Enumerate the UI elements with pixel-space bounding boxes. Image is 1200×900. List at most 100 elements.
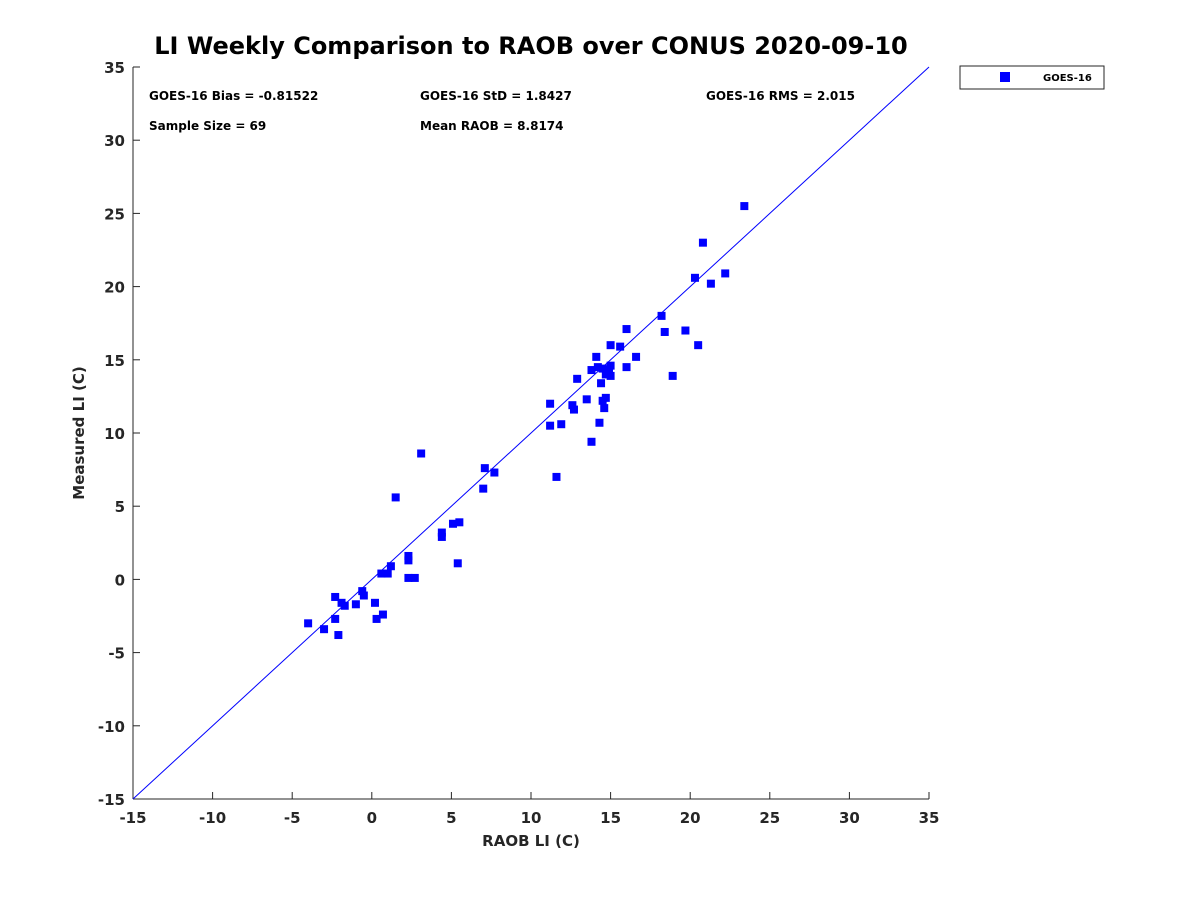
data-point bbox=[358, 587, 367, 596]
data-point bbox=[331, 614, 340, 623]
data-point bbox=[378, 610, 387, 619]
y-tick-label: 5 bbox=[115, 498, 125, 516]
x-tick-label: 15 bbox=[600, 809, 621, 827]
data-point bbox=[370, 598, 379, 607]
data-point bbox=[404, 551, 413, 560]
data-point bbox=[606, 361, 615, 370]
data-point bbox=[557, 420, 566, 429]
data-point bbox=[595, 418, 604, 427]
data-point bbox=[616, 342, 625, 351]
data-point bbox=[721, 269, 730, 278]
x-tick-label: 25 bbox=[759, 809, 780, 827]
data-point bbox=[568, 401, 577, 410]
data-point bbox=[453, 559, 462, 568]
x-tick-label: -10 bbox=[199, 809, 226, 827]
data-point bbox=[698, 238, 707, 247]
x-tick-label: 30 bbox=[839, 809, 860, 827]
data-point bbox=[304, 619, 313, 628]
x-tick-label: 5 bbox=[446, 809, 456, 827]
chart-title: LI Weekly Comparison to RAOB over CONUS … bbox=[154, 32, 907, 60]
stat-std: GOES-16 StD = 1.8427 bbox=[420, 89, 572, 103]
data-point bbox=[668, 371, 677, 380]
data-point bbox=[601, 393, 610, 402]
data-point bbox=[622, 363, 631, 372]
y-tick-label: 0 bbox=[115, 571, 125, 589]
data-point bbox=[391, 493, 400, 502]
y-tick-label: 35 bbox=[104, 59, 125, 77]
data-point bbox=[622, 325, 631, 334]
data-point bbox=[706, 279, 715, 288]
stat-rms: GOES-16 RMS = 2.015 bbox=[706, 89, 855, 103]
x-ticks: -15 -10 -5 0 5 10 15 20 25 30 35 bbox=[119, 792, 939, 827]
data-point bbox=[490, 468, 499, 477]
x-tick-label: -5 bbox=[284, 809, 301, 827]
data-point bbox=[552, 472, 561, 481]
data-point bbox=[600, 404, 609, 413]
y-tick-label: 25 bbox=[104, 205, 125, 223]
y-tick-label: 15 bbox=[104, 352, 125, 370]
data-point bbox=[606, 341, 615, 350]
data-point bbox=[569, 405, 578, 414]
reference-line-group bbox=[132, 66, 930, 800]
y-tick-label: 30 bbox=[104, 132, 125, 150]
data-point bbox=[690, 273, 699, 282]
stat-bias: GOES-16 Bias = -0.81522 bbox=[149, 89, 318, 103]
legend-label: GOES-16 bbox=[1043, 73, 1092, 84]
data-point bbox=[437, 532, 446, 541]
one-to-one-line bbox=[132, 66, 930, 800]
data-point bbox=[660, 327, 669, 336]
x-tick-label: 0 bbox=[367, 809, 377, 827]
data-point bbox=[479, 484, 488, 493]
x-tick-label: 10 bbox=[521, 809, 542, 827]
data-point bbox=[372, 614, 381, 623]
data-point bbox=[740, 202, 749, 211]
data-point bbox=[404, 556, 413, 565]
data-point bbox=[383, 569, 392, 578]
data-point bbox=[410, 573, 419, 582]
data-point bbox=[592, 352, 601, 361]
data-point bbox=[605, 366, 614, 375]
data-point bbox=[455, 518, 464, 527]
y-tick-label: -5 bbox=[108, 645, 125, 663]
data-point bbox=[359, 591, 368, 600]
x-tick-label: -15 bbox=[119, 809, 146, 827]
data-point bbox=[657, 311, 666, 320]
stat-mean-raob: Mean RAOB = 8.8174 bbox=[420, 119, 564, 133]
data-point bbox=[351, 600, 360, 609]
data-point bbox=[546, 399, 555, 408]
data-point bbox=[681, 326, 690, 335]
y-tick-label: -15 bbox=[98, 791, 125, 809]
data-point bbox=[386, 562, 395, 571]
data-point bbox=[331, 592, 340, 601]
data-point bbox=[404, 573, 413, 582]
data-point bbox=[448, 519, 457, 528]
data-point bbox=[546, 421, 555, 430]
data-point bbox=[480, 464, 489, 473]
data-point bbox=[632, 352, 641, 361]
data-point bbox=[320, 625, 329, 634]
legend-box bbox=[959, 65, 1105, 90]
data-point bbox=[598, 364, 607, 373]
data-point bbox=[606, 371, 615, 380]
y-ticks: -15 -10 -5 0 5 10 15 20 25 30 35 bbox=[98, 59, 140, 809]
y-tick-label: 10 bbox=[104, 425, 125, 443]
x-tick-label: 20 bbox=[680, 809, 701, 827]
data-point bbox=[437, 528, 446, 537]
x-axis-label: RAOB LI (C) bbox=[482, 832, 580, 850]
y-tick-label: 20 bbox=[104, 279, 125, 297]
legend-marker bbox=[1000, 72, 1010, 82]
data-point bbox=[597, 379, 606, 388]
x-tick-label: 35 bbox=[919, 809, 940, 827]
data-point bbox=[573, 374, 582, 383]
data-point bbox=[601, 370, 610, 379]
data-point bbox=[340, 601, 349, 610]
data-point bbox=[587, 366, 596, 375]
y-tick-label: -10 bbox=[98, 718, 125, 736]
data-point bbox=[377, 569, 386, 578]
data-point bbox=[417, 449, 426, 458]
legend: GOES-16 bbox=[959, 65, 1105, 90]
data-point bbox=[582, 395, 591, 404]
data-points bbox=[304, 202, 749, 640]
data-point bbox=[593, 363, 602, 372]
